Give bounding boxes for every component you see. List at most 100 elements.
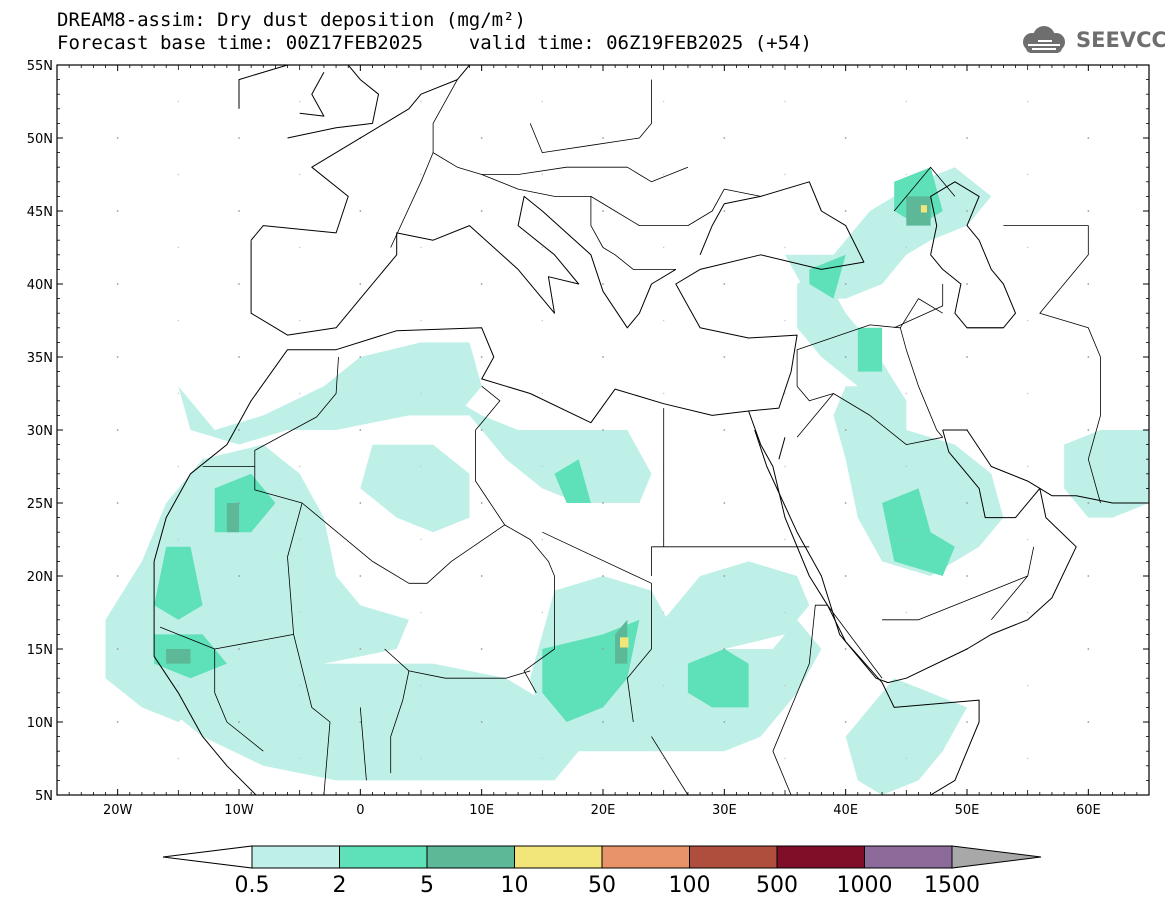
coastline [153,561,257,795]
lon-tick-label: 20E [591,803,616,818]
country-border [159,466,303,650]
lat-tick-label: 25N [27,497,53,512]
country-border [384,648,531,679]
lat-tick-label: 10N [27,716,53,731]
country-border [481,174,761,226]
dust-contour-level-1 [845,678,967,795]
colorbar-over-arrow [951,845,1042,869]
country-border [894,284,944,329]
dust-contour-level-1 [1064,430,1149,518]
colorbar-segment [864,845,953,869]
coastline [299,72,325,117]
dust-contour-level-3 [906,196,931,226]
dust-contour-level-3 [166,649,191,664]
lon-tick-label: 10E [469,803,494,818]
country-border [772,604,883,752]
dust-contour-level-1 [833,386,1004,576]
lon-tick-label: 60E [1076,803,1101,818]
lat-tick-label: 40N [27,278,53,293]
country-border [214,649,264,752]
country-border [651,736,689,795]
country-border [301,502,555,693]
lon-tick-label: 10W [224,803,254,818]
colorbar-label: 500 [756,873,798,898]
coastline [930,181,1016,329]
lat-tick-label: 30N [27,424,53,439]
lat-tick-label: 15N [27,643,53,658]
dust-contour-level-1 [663,561,810,649]
country-border [529,79,652,153]
lat-tick-label: 35N [27,351,53,366]
dust-contour-level-4 [920,205,927,213]
dust-contour-level-1 [360,444,470,533]
country-border [590,196,676,270]
coastline [778,437,786,460]
country-border [390,152,689,248]
colorbar-segment [426,845,515,869]
coastline [250,195,677,336]
coastline [942,429,1149,504]
dust-contour-level-1 [797,269,907,430]
colorbar-segment [601,845,690,869]
dust-contour-level-2 [857,327,883,372]
lon-tick-label: 0 [356,803,364,818]
country-border [475,430,506,526]
country-border [796,324,944,438]
lon-tick-label: 40E [833,803,858,818]
lon-tick-label: 30E [712,803,737,818]
lon-tick-label: 50E [955,803,980,818]
chart-subtitle: Forecast base time: 00Z17FEB2025 valid t… [57,32,812,54]
logo-text: SEEVCCC [1076,28,1165,52]
colorbar-label: 0.5 [235,873,270,898]
lat-tick-label: 20N [27,570,53,585]
country-border [882,575,1028,621]
dust-contour-level-2 [687,649,749,708]
country-border [899,298,943,329]
coastline [287,65,379,139]
lat-tick-label: 55N [27,59,53,74]
dust-contour-level-2 [554,459,591,503]
lat-tick-label: 5N [35,789,53,804]
colorbar-segment [689,845,778,869]
dust-contour-level-1 [178,342,482,445]
country-border [254,356,339,467]
seevccc-logo: SEEVCCC [1016,24,1165,58]
coastline [238,65,288,109]
coastline [153,181,865,562]
colorbar-label: 100 [669,873,711,898]
colorbar-label: 1500 [924,873,980,898]
colorbar-segment [776,845,865,869]
grid-dots [57,100,1149,760]
colorbar-segment [514,845,603,869]
dust-contour-level-4 [620,637,629,648]
chart-title: DREAM8-assim: Dry dust deposition (mg/m²… [57,9,526,31]
country-border [475,385,501,431]
dust-contour-level-2 [154,546,203,620]
colorbar-label: 2 [333,873,347,898]
colorbar-segment [251,845,340,869]
colorbar-label: 50 [588,873,616,898]
lon-tick-label: 20W [103,803,133,818]
lat-tick-label: 45N [27,205,53,220]
colorbar-label: 10 [501,873,529,898]
country-border [390,670,410,774]
country-border [772,751,792,795]
lat-tick-label: 50N [27,132,53,147]
colorbar-segment [339,845,428,869]
country-border [796,393,943,445]
dust-contour-level-3 [226,503,239,533]
country-border [359,707,367,781]
colorbar-label: 1000 [837,873,893,898]
dust-contour-level-1 [166,663,579,781]
country-border [542,531,652,723]
country-border [432,79,458,153]
country-border [293,634,331,795]
dust-contour-level-2 [882,488,955,576]
dust-contour-level-2 [809,254,846,299]
colorbar-label: 5 [420,873,434,898]
country-border [651,408,665,576]
cloud-icon [1023,26,1065,53]
country-border [1003,225,1101,504]
colorbar-under-arrow [162,845,253,869]
